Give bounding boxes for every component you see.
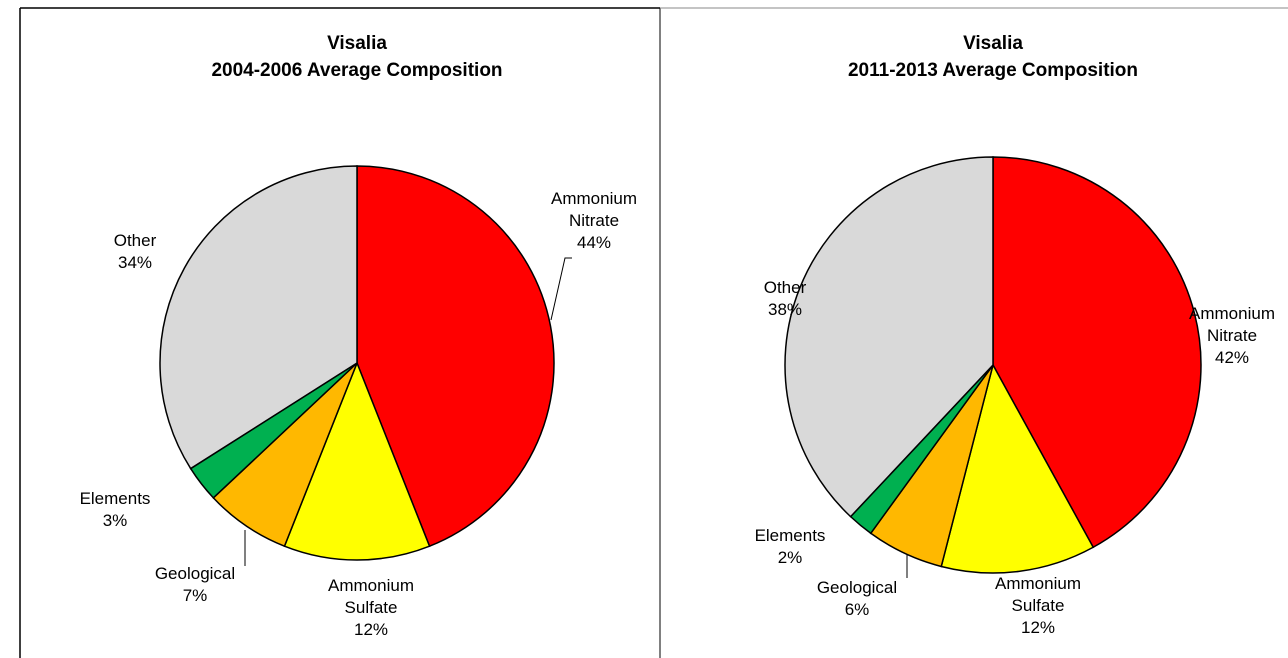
slice-name: Elements (79, 489, 151, 508)
slice-name: Other (763, 278, 807, 297)
slice-name: Geological (154, 564, 236, 583)
slice-name: Ammonium Sulfate (995, 574, 1081, 615)
slice-name: Elements (754, 526, 826, 545)
slice-name: Geological (816, 578, 898, 597)
chart-subtitle: 2004-2006 Average Composition (211, 60, 503, 81)
slice-label: Ammonium Sulfate 12% (983, 573, 1093, 639)
chart-title-block: Visalia 2004-2006 Average Composition (107, 30, 607, 84)
slice-name: Other (113, 231, 157, 250)
pie-slice (159, 165, 358, 470)
pie-slice (283, 360, 431, 561)
slice-label: Other 34% (80, 230, 190, 274)
slice-value: 38% (767, 300, 803, 319)
slice-name: Ammonium Nitrate (1189, 304, 1275, 345)
slice-name: Ammonium Sulfate (328, 576, 414, 617)
slice-label: Ammonium Sulfate 12% (316, 575, 426, 641)
slice-value: 34% (117, 253, 153, 272)
slice-label: Other 38% (730, 277, 840, 321)
pie-slice (356, 165, 555, 548)
chart-subtitle: 2011-2013 Average Composition (847, 60, 1139, 81)
slice-label: Ammonium Nitrate 44% (539, 188, 649, 254)
slice-label: Elements 3% (60, 488, 170, 532)
slice-label: Ammonium Nitrate 42% (1177, 303, 1287, 369)
slice-value: 6% (844, 600, 870, 619)
chart-title-block: Visalia 2011-2013 Average Composition (743, 30, 1243, 84)
slice-value: 7% (182, 586, 208, 605)
slice-value: 3% (102, 511, 128, 530)
slice-value: 12% (1020, 618, 1056, 637)
leader-line (550, 257, 572, 321)
chart-title: Visalia (327, 33, 387, 54)
chart-title: Visalia (963, 33, 1023, 54)
slice-value: 2% (777, 548, 803, 567)
pie-slice (784, 156, 994, 518)
slice-label: Elements 2% (735, 525, 845, 569)
slice-label: Geological 7% (140, 563, 250, 607)
pie-slice (992, 156, 1202, 549)
pie-slice (940, 362, 1095, 574)
slice-value: 42% (1214, 348, 1250, 367)
slice-value: 12% (353, 620, 389, 639)
slice-name: Ammonium Nitrate (551, 189, 637, 230)
slice-value: 44% (576, 233, 612, 252)
slice-label: Geological 6% (802, 577, 912, 621)
